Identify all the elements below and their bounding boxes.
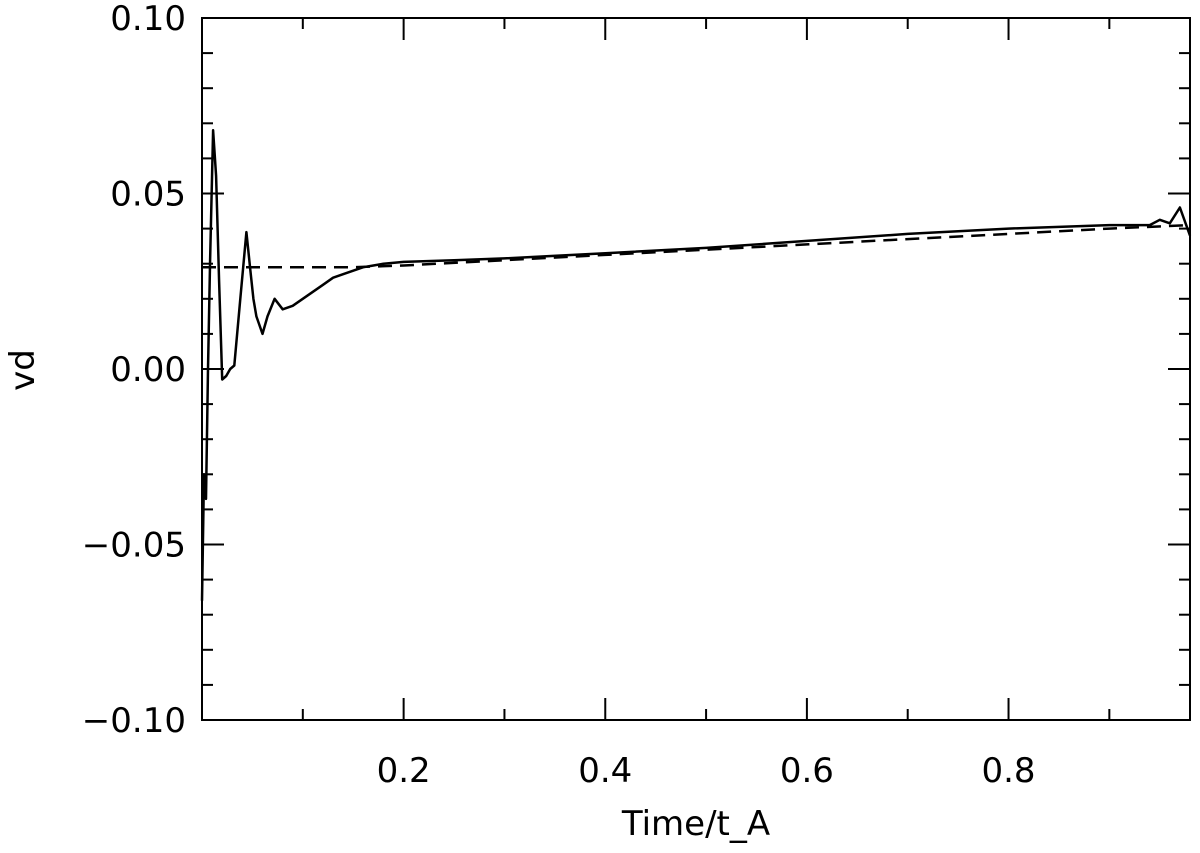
series-layer [200, 129, 1192, 601]
x-tick-label: 0.6 [780, 751, 834, 791]
tick-layer [202, 17, 1190, 721]
series-line-dashed [202, 223, 1191, 269]
y-axis-label: vd [3, 349, 43, 391]
x-tick-label: 0.4 [578, 751, 632, 791]
y-tick-label: 0.10 [110, 0, 186, 39]
x-tick-label: 0.2 [377, 751, 431, 791]
y-tick-label: −0.05 [82, 526, 186, 566]
plot-frame [201, 17, 1191, 721]
series-line-solid [200, 129, 1192, 601]
x-tick-label: 0.8 [981, 751, 1035, 791]
x-axis-label: Time/t_A [621, 804, 770, 844]
y-tick-label: −0.10 [82, 701, 186, 741]
label-layer: 0.2 0.4 0.6 0.8 −0.10 −0.05 0.00 0.05 0.10 [82, 0, 1036, 791]
y-tick-label: 0.05 [110, 175, 186, 215]
y-tick-label: 0.00 [110, 350, 186, 390]
